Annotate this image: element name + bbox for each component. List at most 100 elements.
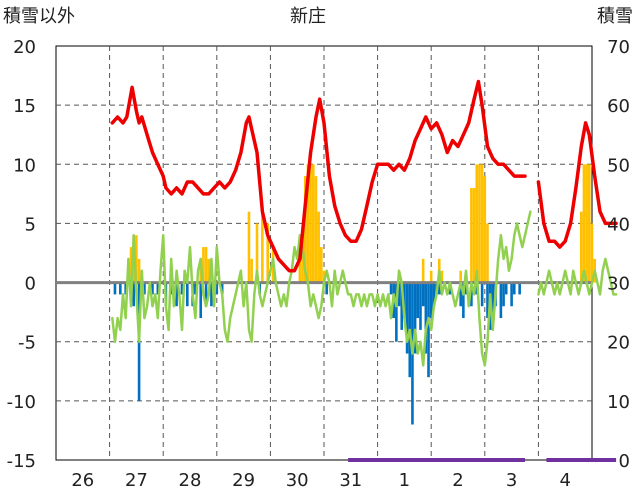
negative_bars-bar bbox=[462, 282, 465, 319]
temperature_proxy-line bbox=[111, 210, 532, 367]
positive_bars-bar bbox=[317, 211, 320, 283]
negative_bars-bar bbox=[405, 282, 409, 354]
positive_bars-bar bbox=[255, 223, 259, 283]
negative_bars-bar bbox=[325, 282, 328, 295]
positive_bars-bar bbox=[470, 187, 473, 283]
positive_bars-bar bbox=[429, 270, 433, 283]
positive_bars-bar bbox=[588, 164, 591, 283]
negative_bars-bar bbox=[413, 282, 417, 354]
negative_bars-bar bbox=[437, 282, 441, 295]
positive_bars-bar bbox=[475, 164, 479, 283]
positive_bars-bar bbox=[298, 258, 302, 283]
positive_bars-bar bbox=[440, 270, 444, 283]
x-tick-label: 31 bbox=[339, 470, 362, 491]
x-tick-label: 27 bbox=[125, 470, 148, 491]
left-tick-label: 5 bbox=[25, 214, 36, 235]
negative_bars-bar bbox=[210, 282, 213, 307]
negative_bars-bar bbox=[432, 282, 436, 307]
right-axis-label: 積雪 bbox=[597, 6, 633, 27]
negative_bars-bar bbox=[175, 282, 178, 307]
negative_bars-bar bbox=[220, 282, 224, 295]
negative_bars-bar bbox=[510, 282, 513, 307]
positive_bars-bar bbox=[314, 176, 318, 283]
positive_bars-bar bbox=[483, 176, 487, 283]
negative_bars-bar bbox=[215, 282, 219, 295]
snow_depth-line bbox=[110, 79, 527, 273]
negative_bars-bar bbox=[397, 282, 401, 307]
right-tick-label: 0 bbox=[619, 451, 630, 472]
right-tick-label: 30 bbox=[607, 274, 630, 295]
negative_bars-bar bbox=[151, 282, 154, 295]
left-tick-label: -10 bbox=[7, 392, 36, 413]
negative_bars-bar bbox=[199, 282, 203, 319]
x-tick-label: 3 bbox=[506, 470, 517, 491]
negative_bars-bar bbox=[448, 282, 452, 295]
positive_bars-bar bbox=[421, 258, 425, 283]
negative_bars-bar bbox=[464, 282, 468, 295]
negative_bars-bar bbox=[512, 282, 516, 295]
positive_bars-bar bbox=[266, 223, 270, 283]
x-tick-label: 30 bbox=[286, 470, 309, 491]
negative_bars-bar bbox=[119, 282, 122, 295]
positive_bars-bar bbox=[137, 258, 141, 283]
positive_bars-bar bbox=[261, 211, 264, 283]
negative_bars-bar bbox=[403, 282, 406, 319]
negative_bars-bar bbox=[143, 282, 146, 295]
negative_bars-bar bbox=[400, 282, 404, 330]
positive_bars-bar bbox=[204, 247, 208, 283]
negative_bars-bar bbox=[180, 282, 184, 295]
lines-layer bbox=[110, 79, 618, 367]
negative_bars-bar bbox=[419, 282, 422, 330]
positive_bars-bar bbox=[480, 164, 484, 283]
positive_bars-bar bbox=[129, 247, 133, 283]
x-tick-label: 4 bbox=[559, 470, 570, 491]
positive_bars-bar bbox=[579, 211, 583, 283]
positive_bars-bar bbox=[202, 247, 205, 283]
left-axis-label: 積雪以外 bbox=[3, 6, 75, 27]
right-tick-label: 40 bbox=[607, 214, 630, 235]
negative_bars-bar bbox=[204, 282, 208, 307]
chart-title: 新庄 bbox=[290, 6, 326, 27]
temperature_proxy-line bbox=[537, 257, 618, 296]
positive_bars-bar bbox=[311, 164, 315, 283]
x-tick-label: 29 bbox=[232, 470, 255, 491]
positive_bars-bar bbox=[135, 235, 138, 283]
positive_bars-bar bbox=[303, 176, 307, 283]
negative_bars-bar bbox=[486, 282, 489, 319]
negative_bars-bar bbox=[132, 282, 136, 307]
negative_bars-bar bbox=[504, 282, 508, 295]
positive_bars-bar bbox=[486, 223, 489, 283]
positive_bars-bar bbox=[207, 258, 211, 283]
negative_bars-bar bbox=[395, 282, 398, 342]
negative_bars-bar bbox=[491, 282, 495, 319]
positive_bars-bar bbox=[301, 235, 304, 283]
positive_bars-bar bbox=[309, 164, 312, 283]
positive_bars-bar bbox=[478, 164, 481, 283]
positive_bars-bar bbox=[306, 164, 310, 283]
x-tick-label: 1 bbox=[399, 470, 410, 491]
x-tick-label: 26 bbox=[71, 470, 94, 491]
negative_bars-bar bbox=[502, 282, 505, 307]
bars-layer bbox=[113, 164, 596, 425]
left-tick-label: 20 bbox=[13, 37, 36, 58]
negative_bars-bar bbox=[124, 282, 127, 295]
negative_bars-bar bbox=[416, 282, 420, 319]
positive_bars-bar bbox=[472, 187, 476, 283]
positive_bars-bar bbox=[320, 247, 323, 283]
negative_bars-bar bbox=[459, 282, 462, 307]
positive_bars-bar bbox=[590, 223, 594, 283]
right-tick-label: 50 bbox=[607, 155, 630, 176]
positive_bars-bar bbox=[459, 270, 462, 283]
right-tick-label: 70 bbox=[607, 37, 630, 58]
right-tick-label: 20 bbox=[607, 333, 630, 354]
negative_bars-bar bbox=[427, 282, 430, 378]
left-tick-label: -5 bbox=[18, 333, 36, 354]
positive_bars-bar bbox=[250, 258, 253, 283]
right-tick-label: 10 bbox=[607, 392, 630, 413]
negative_bars-bar bbox=[499, 282, 503, 319]
negative_bars-bar bbox=[429, 282, 433, 319]
snow_depth-line bbox=[536, 121, 618, 249]
negative_bars-bar bbox=[421, 282, 425, 307]
x-tick-label: 28 bbox=[179, 470, 202, 491]
